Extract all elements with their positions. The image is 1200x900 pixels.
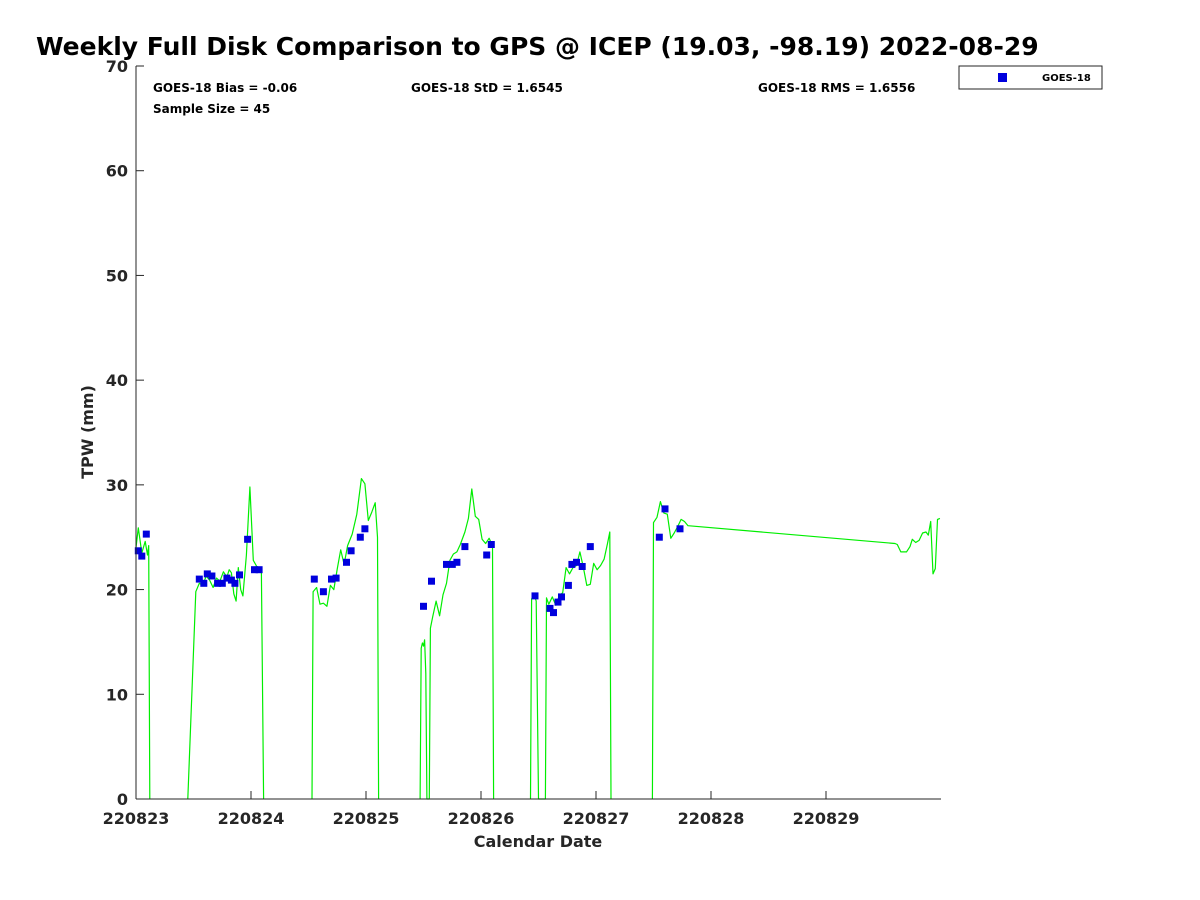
goes-18-point	[208, 572, 216, 580]
bias-stat: GOES-18 Bias = -0.06	[153, 81, 297, 95]
x-axis: 220823 220824 220825 220826 220827 220828 2208…	[103, 791, 941, 828]
x-tick-label: 220823	[103, 809, 170, 828]
goes-18-point	[310, 575, 318, 583]
goes-18-point	[461, 543, 469, 551]
x-tick-label: 220827	[563, 809, 630, 828]
goes-18-point	[134, 547, 142, 555]
y-axis-label: TPW (mm)	[78, 385, 97, 479]
y-tick-label: 70	[106, 57, 128, 76]
gps-line-segment	[419, 488, 495, 800]
goes-18-point	[138, 552, 146, 560]
goes-18-point	[586, 543, 594, 551]
goes-18-point	[546, 604, 554, 612]
legend-box	[958, 65, 1103, 90]
chart-title: Weekly Full Disk Comparison to GPS @ ICE…	[36, 32, 1039, 61]
goes-18-point	[487, 541, 495, 548]
goes-18-point	[142, 530, 150, 538]
goes-18-point	[448, 560, 456, 568]
x-tick-label: 220828	[678, 809, 745, 828]
goes-18-series	[134, 505, 684, 617]
goes-18-point	[356, 533, 364, 541]
goes-18-point	[453, 558, 461, 566]
y-tick-label: 30	[106, 476, 128, 495]
goes-18-point	[203, 570, 211, 578]
goes-18-point	[531, 592, 539, 600]
goes-18-point	[218, 579, 226, 587]
std-stat: GOES-18 StD = 1.6545	[411, 81, 563, 95]
x-axis-label: Calendar Date	[474, 832, 603, 851]
y-tick-label: 10	[106, 685, 128, 704]
goes-18-point	[231, 579, 239, 587]
y-tick-label: 60	[106, 162, 128, 181]
legend-marker-goes-18	[998, 73, 1007, 82]
goes-18-point	[361, 525, 369, 533]
goes-18-point	[236, 571, 243, 579]
legend: GOES-18	[958, 65, 1103, 90]
goes-18-point	[568, 560, 576, 568]
goes-18-point	[661, 505, 669, 513]
goes-18-point	[343, 558, 350, 566]
goes-18-point	[251, 566, 258, 574]
goes-18-point	[214, 579, 222, 587]
gps-line-segment	[135, 527, 151, 800]
goes-18-point	[655, 533, 663, 541]
sample-size-stat: Sample Size = 45	[153, 102, 270, 116]
goes-18-point	[443, 560, 450, 568]
goes-18-point	[564, 581, 572, 589]
y-tick-label: 0	[117, 790, 128, 809]
gps-line-segment	[529, 531, 612, 800]
goes-18-point	[195, 575, 203, 583]
goes-18-point	[347, 547, 355, 555]
goes-18-point	[328, 575, 335, 583]
goes-18-point	[428, 577, 435, 585]
goes-18-point	[550, 609, 557, 617]
goes-18-point	[554, 598, 562, 606]
goes-18-point	[223, 574, 231, 582]
goes-18-point	[483, 551, 491, 559]
goes-18-point	[255, 566, 263, 574]
rms-stat: GOES-18 RMS = 1.6556	[758, 81, 915, 95]
goes-18-point	[676, 525, 684, 533]
gps-line-segment	[311, 478, 380, 800]
goes-18-point	[244, 535, 252, 543]
x-tick-label: 220824	[218, 809, 285, 828]
goes-18-point	[578, 563, 586, 570]
goes-18-point	[332, 574, 340, 582]
goes-18-point	[319, 588, 327, 596]
legend-label-goes-18: GOES-18	[1042, 73, 1091, 84]
plot-area	[136, 66, 941, 799]
goes-18-point	[558, 593, 565, 601]
x-tick-label: 220825	[333, 809, 400, 828]
gps-line-segment	[187, 486, 265, 800]
y-tick-label: 40	[106, 371, 128, 390]
y-tick-label: 20	[106, 581, 128, 600]
goes-18-point	[200, 579, 208, 587]
x-tick-label: 220829	[793, 809, 860, 828]
gps-series	[135, 478, 941, 800]
gps-line-segment	[651, 501, 941, 800]
goes-18-point	[573, 558, 580, 566]
y-tick-label: 50	[106, 266, 128, 285]
goes-18-point	[420, 602, 427, 610]
x-tick-label: 220826	[448, 809, 515, 828]
y-axis: 0 10 20 30 40 50 60 70	[106, 57, 144, 809]
